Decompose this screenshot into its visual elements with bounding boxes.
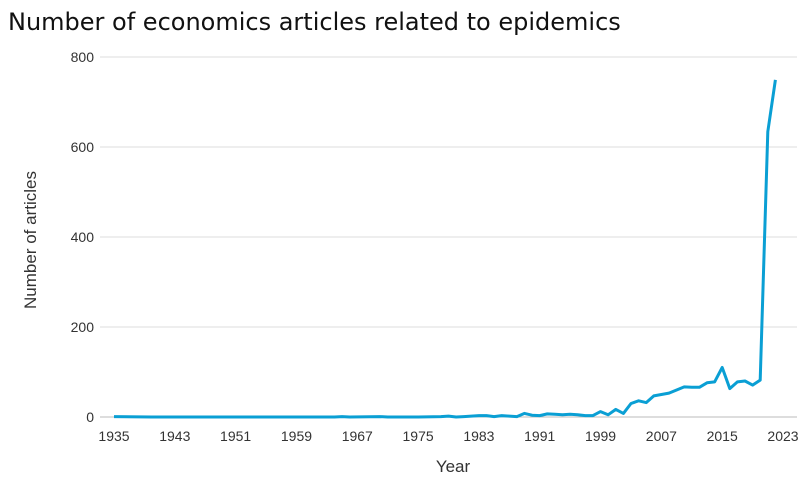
y-tick-label: 200 xyxy=(71,319,95,335)
x-tick-label: 1959 xyxy=(281,428,312,444)
x-tick-label: 1999 xyxy=(585,428,616,444)
x-tick-label: 1983 xyxy=(463,428,494,444)
x-tick-label: 2015 xyxy=(707,428,738,444)
x-tick-label: 1975 xyxy=(403,428,434,444)
x-axis-label: Year xyxy=(436,457,471,476)
x-tick-label: 1935 xyxy=(98,428,129,444)
data-line xyxy=(113,79,777,419)
chart-title: Number of economics articles related to … xyxy=(8,8,621,36)
x-tick-label: 1991 xyxy=(524,428,555,444)
x-tick-label: 1967 xyxy=(342,428,373,444)
y-axis-label: Number of articles xyxy=(21,171,40,309)
y-tick-label: 800 xyxy=(71,49,95,65)
y-tick-label: 0 xyxy=(86,409,94,425)
x-tick-label: 1951 xyxy=(220,428,251,444)
y-tick-label: 400 xyxy=(71,229,95,245)
x-tick-label: 2023 xyxy=(767,428,798,444)
x-tick-label: 1943 xyxy=(159,428,190,444)
y-tick-label: 600 xyxy=(71,139,95,155)
x-tick-label: 2007 xyxy=(646,428,677,444)
